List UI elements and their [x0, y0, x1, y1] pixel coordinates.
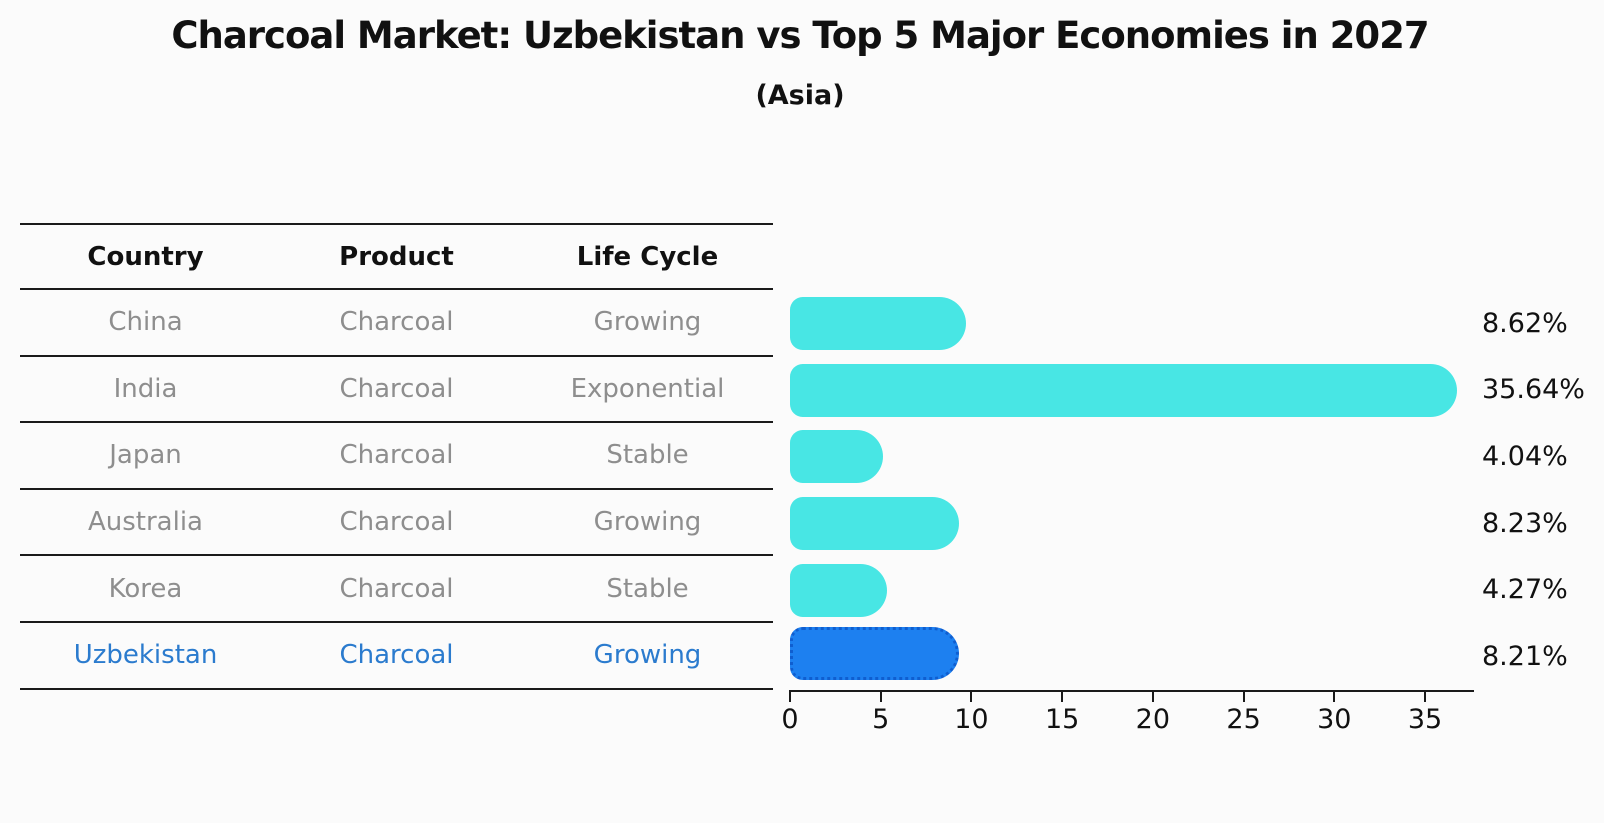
x-tick-mark	[1333, 690, 1336, 702]
cell-life-cycle: Growing	[593, 640, 702, 671]
x-tick-mark	[1061, 690, 1064, 702]
cell-life-cycle: Stable	[606, 440, 689, 471]
x-tick-label: 15	[1044, 704, 1080, 735]
bar-chart: 0 5 10 15 20 25 30 35	[781, 290, 1474, 735]
x-tick-mark	[879, 690, 882, 702]
x-tick-mark	[789, 690, 791, 702]
chart-title: Charcoal Market: Uzbekistan vs Top 5 Maj…	[171, 14, 1429, 57]
table-body: China Charcoal Growing India Charcoal Exponen…	[20, 290, 773, 690]
x-axis-line	[790, 690, 1474, 692]
cell-product: Charcoal	[339, 507, 454, 538]
value-label-japan: 4.04%	[1482, 441, 1568, 473]
bar-japan	[790, 430, 884, 484]
cell-product: Charcoal	[339, 640, 454, 671]
x-tick-label: 0	[781, 704, 799, 735]
bar-india	[790, 363, 1457, 417]
table-row-india: India Charcoal Exponential	[20, 357, 773, 424]
table-row-uzbekistan: Uzbekistan Charcoal Growing	[20, 623, 773, 690]
table-row-japan: Japan Charcoal Stable	[20, 423, 773, 490]
cell-life-cycle: Exponential	[570, 373, 725, 404]
cell-country: China	[108, 307, 183, 338]
cell-life-cycle: Growing	[593, 307, 702, 338]
x-tick-label: 35	[1407, 704, 1443, 735]
country-table: Country Product Life Cycle China Charcoal…	[20, 223, 773, 690]
cell-country: Japan	[109, 440, 182, 471]
table-header-row: Country Product Life Cycle	[20, 223, 773, 290]
table-row-korea: Korea Charcoal Stable	[20, 556, 773, 623]
x-tick-mark	[970, 690, 973, 702]
header-country: Country	[87, 241, 204, 272]
bar-korea	[790, 563, 888, 617]
cell-product: Charcoal	[339, 573, 454, 604]
cell-country: Uzbekistan	[73, 640, 218, 671]
table-row-china: China Charcoal Growing	[20, 290, 773, 357]
bar-uzbekistan	[790, 627, 959, 681]
cell-product: Charcoal	[339, 307, 454, 338]
value-label-uzbekistan: 8.21%	[1482, 641, 1568, 673]
x-tick-label: 25	[1226, 704, 1261, 735]
x-tick-mark	[1151, 690, 1154, 702]
cell-life-cycle: Stable	[606, 573, 689, 604]
bar-china	[790, 296, 967, 350]
table-row-australia: Australia Charcoal Growing	[20, 490, 773, 557]
value-label-china: 8.62%	[1482, 307, 1568, 339]
x-tick-label: 20	[1135, 704, 1171, 735]
x-tick-label: 30	[1317, 704, 1352, 735]
value-label-india: 35.64%	[1482, 374, 1585, 406]
cell-country: India	[113, 373, 178, 404]
x-tick-mark	[1424, 690, 1426, 702]
x-tick-label: 5	[872, 704, 890, 735]
cell-life-cycle: Growing	[593, 507, 702, 538]
cell-country: Korea	[108, 573, 183, 604]
chart-subtitle: (Asia)	[755, 80, 845, 111]
cell-product: Charcoal	[339, 373, 454, 404]
value-label-korea: 4.27%	[1482, 574, 1568, 606]
cell-country: Australia	[87, 507, 203, 538]
cell-product: Charcoal	[339, 440, 454, 471]
value-label-australia: 8.23%	[1482, 507, 1568, 539]
x-tick-label: 10	[954, 704, 989, 735]
x-tick-mark	[1242, 690, 1245, 702]
header-life-cycle: Life Cycle	[576, 241, 719, 272]
header-product: Product	[339, 241, 454, 272]
bar-australia	[790, 496, 960, 550]
